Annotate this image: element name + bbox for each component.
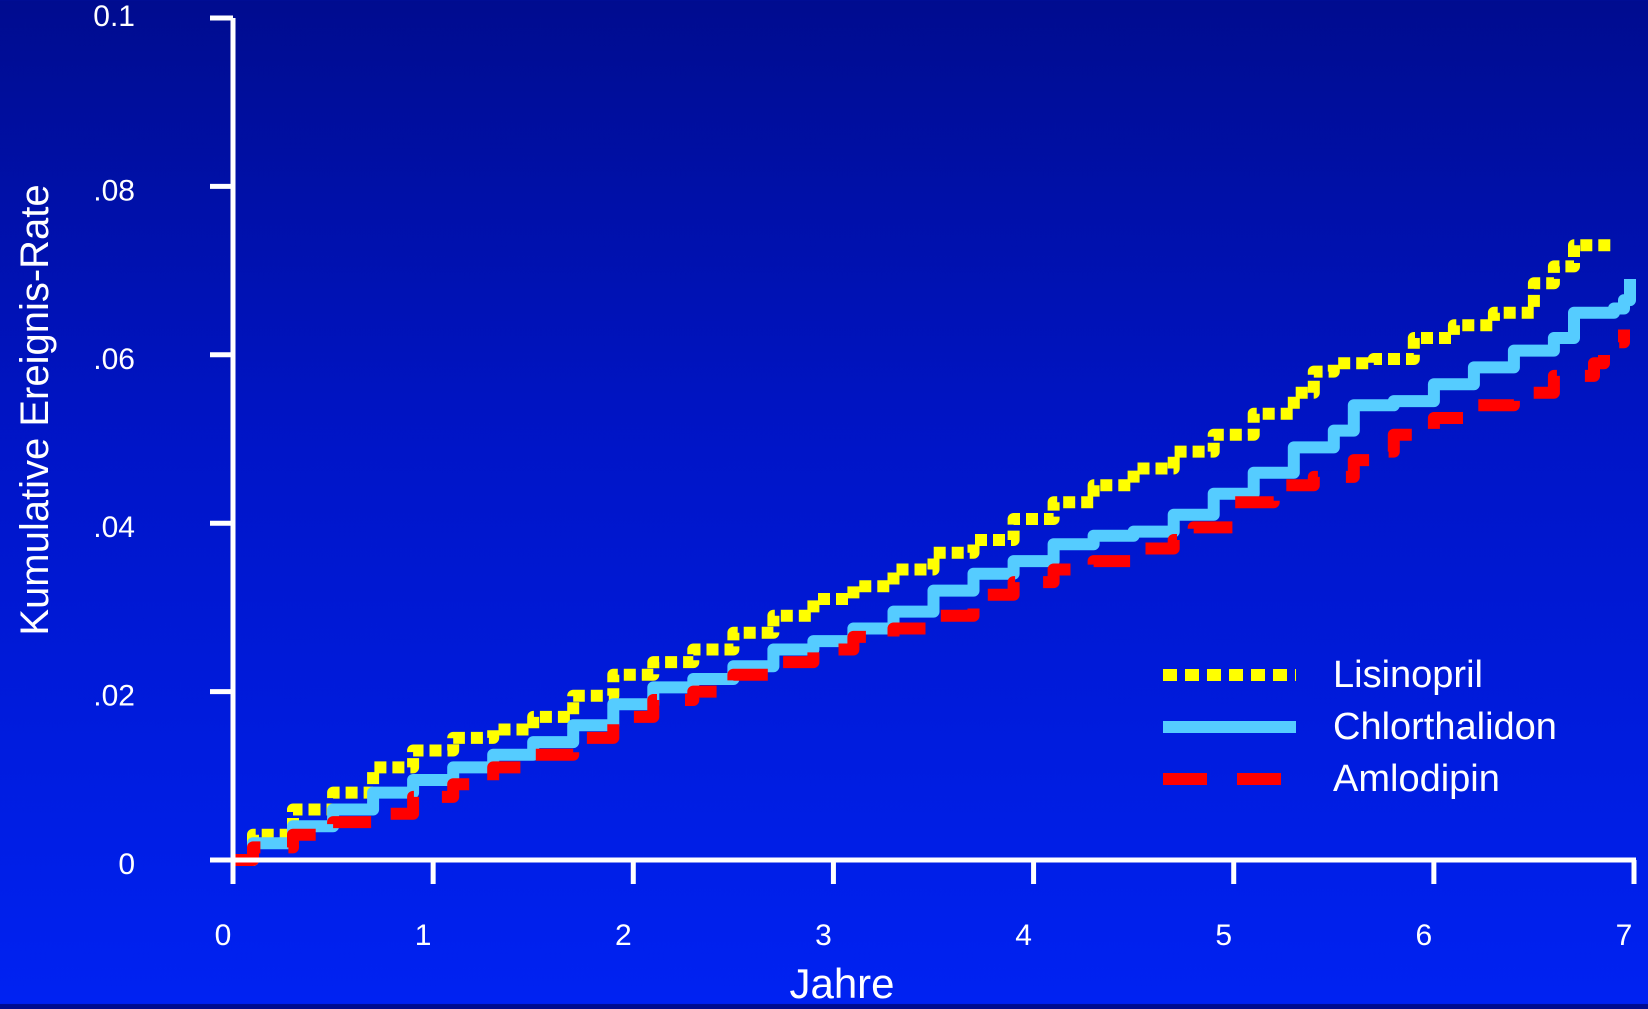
x-tick-label: 5 [1215, 919, 1232, 952]
legend-label-lisinopril: Lisinopril [1333, 654, 1483, 696]
y-tick-label: 0 [118, 848, 135, 881]
x-tick-label: 4 [1015, 919, 1032, 952]
x-tick-label: 6 [1416, 919, 1433, 952]
y-axis-label: Kumulative Ereignis-Rate [13, 184, 57, 635]
x-tick-label: 2 [615, 919, 632, 952]
series-line-chlorthalidon [233, 279, 1636, 866]
legend-label-amlodipin: Amlodipin [1333, 758, 1500, 800]
x-tick-label: 0 [215, 919, 232, 952]
y-tick-label: .08 [93, 174, 135, 207]
y-tick-label: .06 [93, 343, 135, 376]
x-ticks: 0 1 2 3 4 5 6 7 [215, 860, 1637, 952]
series-layer [233, 239, 1636, 866]
x-tick-label: 7 [1616, 919, 1633, 952]
x-tick-label: 1 [415, 919, 432, 952]
y-tick-label: .02 [93, 680, 135, 713]
y-tick-label: .04 [93, 511, 135, 544]
y-tick-label: 0.1 [93, 0, 135, 33]
y-ticks: 0 .02 .04 .06 .08 0.1 [93, 0, 233, 881]
legend: Lisinopril Chlorthalidon Amlodipin [1163, 654, 1557, 800]
axes-layer [210, 18, 1636, 863]
legend-label-chlorthalidon: Chlorthalidon [1333, 706, 1557, 748]
x-axis-label: Jahre [789, 960, 894, 1004]
x-tick-label: 3 [815, 919, 832, 952]
series-line-lisinopril [233, 239, 1614, 866]
